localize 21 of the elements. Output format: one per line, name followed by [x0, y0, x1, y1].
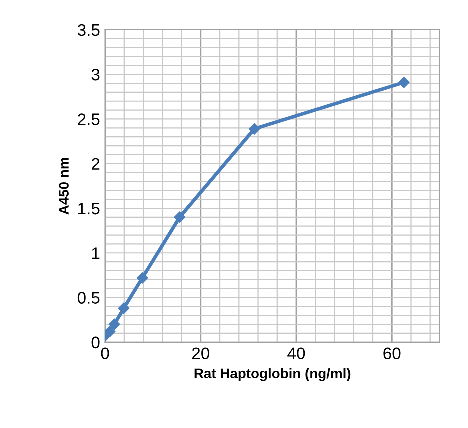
- y-tick-label: 2.5: [78, 114, 100, 126]
- x-tick-label: 40: [288, 348, 306, 360]
- x-tick-label: 20: [192, 348, 210, 360]
- point: [398, 77, 410, 88]
- y-tick-label: 1: [92, 248, 100, 260]
- x-tick-label: 60: [384, 348, 401, 360]
- y-tick-label: 0: [92, 336, 100, 349]
- point: [118, 302, 130, 314]
- y-axis-title: A450 nm: [59, 158, 69, 215]
- x-axis-title: Rat Haptoglobin (ng/ml): [194, 368, 351, 382]
- point: [136, 272, 148, 284]
- y-tick-label: 3: [92, 68, 100, 81]
- point: [109, 318, 120, 330]
- x-tick-label: 0: [101, 348, 110, 360]
- y-tick-label: 3.5: [78, 24, 100, 36]
- y-tick-label: 1.5: [78, 203, 100, 215]
- y-tick-label: 0.5: [78, 292, 100, 304]
- point: [174, 212, 186, 224]
- y-tick-label: 2: [92, 158, 100, 170]
- point: [105, 326, 116, 338]
- point: [249, 123, 260, 135]
